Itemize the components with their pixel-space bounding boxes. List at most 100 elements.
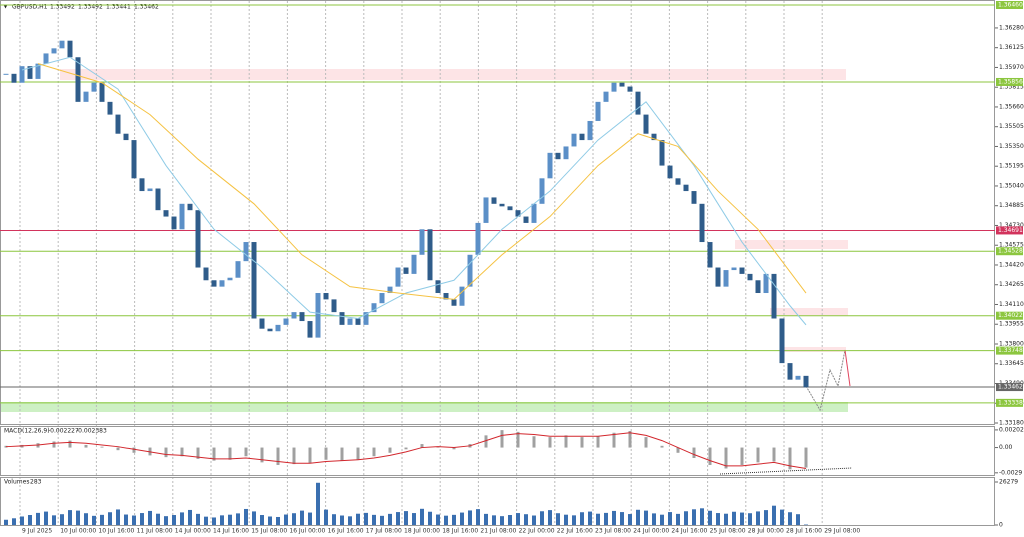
- price-level-tag: [996, 346, 1023, 355]
- candle-body: [795, 375, 801, 380]
- volume-bar: [132, 515, 136, 525]
- y-tick-label: 1.34730: [999, 222, 1024, 229]
- volume-bar: [596, 513, 600, 525]
- volume-bar: [44, 511, 48, 525]
- candle-body: [3, 73, 9, 75]
- volume-bar: [508, 515, 512, 525]
- volume-bar: [140, 513, 144, 525]
- candle-body: [107, 101, 113, 115]
- volume-bar: [620, 512, 624, 525]
- candle-body: [147, 188, 153, 192]
- volume-bar: [652, 513, 656, 525]
- macd-bar: [68, 440, 72, 448]
- volume-bar: [444, 515, 448, 525]
- y-tick-label: 1.34265: [999, 281, 1024, 288]
- macd-bar: [420, 444, 424, 448]
- volume-bar: [92, 515, 96, 525]
- candle-body: [139, 178, 145, 192]
- macd-bar: [532, 436, 536, 448]
- divergence-line: [719, 467, 853, 475]
- time-label: 21 Jul 08:00: [480, 528, 516, 535]
- volume-bar: [196, 513, 200, 525]
- candle-body: [683, 184, 689, 192]
- time-label: 25 Jul 08:00: [710, 528, 746, 535]
- volume-bar: [116, 509, 120, 525]
- candle-body: [459, 286, 465, 306]
- time-label: 17 Jul 08:00: [366, 528, 402, 535]
- candle-body: [715, 267, 721, 287]
- macd-bar: [324, 447, 328, 460]
- candle-body: [667, 165, 673, 179]
- macd-bar: [244, 447, 248, 457]
- volume-bar: [68, 510, 72, 525]
- candle-body: [291, 312, 297, 319]
- candle-body: [43, 53, 49, 64]
- volume-bar: [124, 514, 128, 525]
- volume-bar: [612, 510, 616, 525]
- volume-bar: [316, 482, 320, 525]
- candle-body: [707, 242, 713, 268]
- time-label: 28 Jul 16:00: [786, 528, 822, 535]
- candle-body: [19, 66, 25, 83]
- menu-arrow[interactable]: ▾: [4, 4, 7, 11]
- supply-zone: [60, 69, 846, 80]
- macd-bar: [804, 447, 808, 468]
- volume-bar: [668, 512, 672, 525]
- candle-body: [651, 133, 657, 141]
- time-label: 24 Jul 16:00: [671, 528, 707, 535]
- candle-body: [515, 210, 521, 217]
- volume-bar: [644, 510, 648, 525]
- volume-bar: [460, 512, 464, 525]
- volume-bar: [100, 514, 104, 525]
- macd-bar: [356, 447, 360, 460]
- volume-bar: [4, 519, 8, 525]
- candle-body: [227, 277, 233, 281]
- candle-body: [739, 267, 745, 274]
- candle-body: [603, 91, 609, 102]
- volume-bar: [636, 509, 640, 525]
- y-tick-label: 1.36125: [999, 44, 1024, 51]
- volume-bar: [292, 513, 296, 525]
- volume-bar: [204, 516, 208, 525]
- candle-body: [635, 91, 641, 115]
- candle-body: [203, 267, 209, 281]
- macd-bar: [676, 447, 680, 453]
- macd-bar: [196, 447, 200, 459]
- candle-body: [51, 48, 57, 54]
- candle-body: [411, 254, 417, 274]
- time-label: 10 Jul 00:00: [60, 528, 96, 535]
- y-tick-label: 1.35660: [999, 103, 1024, 110]
- candle-body: [587, 120, 593, 141]
- y-tick-label: 1.33180: [999, 420, 1024, 427]
- macd-bar: [388, 447, 392, 453]
- candle-body: [539, 178, 545, 204]
- macd-tick-label: 0.00: [999, 444, 1013, 451]
- macd-main: -0.002227: [48, 428, 79, 435]
- main-frame: [0, 0, 995, 425]
- volume-bar: [396, 512, 400, 525]
- candle-body: [315, 293, 321, 338]
- volume-bar: [524, 514, 528, 525]
- volume-bar: [556, 513, 560, 525]
- y-tick-label: 1.35970: [999, 64, 1024, 71]
- candle-body: [443, 293, 449, 300]
- candle-body: [691, 191, 697, 204]
- macd-bar: [180, 447, 184, 457]
- price-level-tag: [996, 1, 1023, 9]
- volume-bar: [708, 510, 712, 525]
- price-level-label: 1.33748: [998, 347, 1023, 354]
- macd-bar: [308, 447, 312, 464]
- volume-bar: [76, 510, 80, 525]
- macd-bar: [708, 447, 712, 465]
- volume-bar: [372, 514, 376, 525]
- macd-bar: [564, 435, 568, 448]
- candle-body: [803, 375, 809, 388]
- macd-tick-label: -0.0029: [999, 469, 1022, 476]
- macd-bar: [52, 441, 56, 448]
- volume-bar: [436, 514, 440, 525]
- price-level-tag: [996, 383, 1023, 392]
- candle-body: [363, 312, 369, 325]
- volume-bar: [484, 513, 488, 525]
- candle-body: [723, 270, 729, 287]
- macd-bar: [452, 447, 456, 450]
